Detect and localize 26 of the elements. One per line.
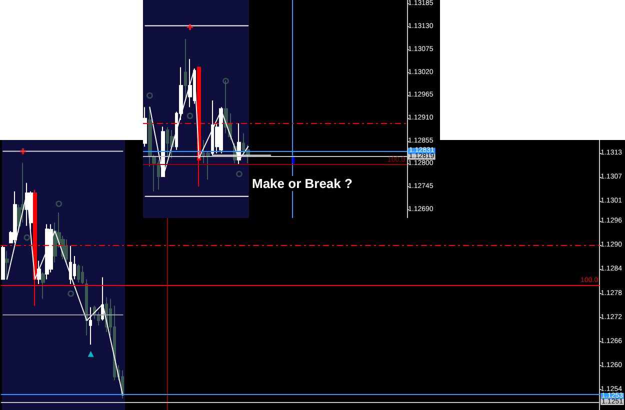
- candlestick: [5, 250, 9, 280]
- point: [222, 78, 229, 84]
- candlestick: [37, 260, 41, 285]
- candlestick: [69, 245, 72, 285]
- point: [68, 290, 74, 297]
- candlestick: [65, 238, 68, 263]
- annotation: Make or Break ?: [252, 176, 352, 191]
- point: [88, 350, 94, 357]
- candlestick: [41, 272, 45, 300]
- candlestick: [219, 106, 223, 154]
- point: [186, 24, 193, 30]
- candlestick: [77, 264, 80, 283]
- candlestick: [89, 306, 92, 346]
- candlestick: [81, 265, 84, 285]
- point: [186, 112, 194, 119]
- point: [56, 200, 62, 207]
- point: [20, 148, 26, 154]
- candlestick: [101, 276, 104, 322]
- point: [236, 170, 242, 178]
- candlestick: [97, 312, 100, 326]
- point: [146, 92, 153, 99]
- point: [24, 234, 30, 241]
- candlestick: [85, 278, 88, 336]
- candlestick: [45, 224, 49, 280]
- candlestick: [184, 38, 187, 101]
- candlestick: [143, 106, 147, 148]
